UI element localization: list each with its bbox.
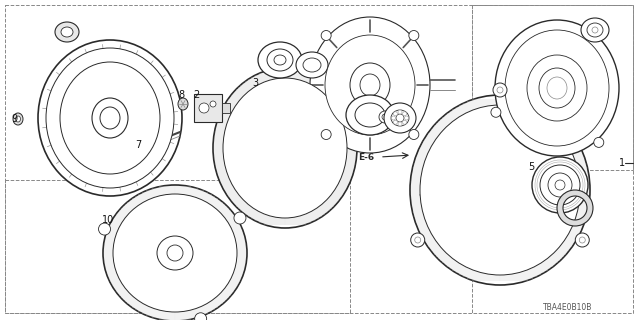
Ellipse shape — [38, 40, 182, 196]
Text: 1: 1 — [619, 158, 625, 168]
Ellipse shape — [384, 103, 416, 133]
Ellipse shape — [350, 63, 390, 107]
Ellipse shape — [99, 223, 111, 235]
Ellipse shape — [56, 140, 69, 156]
Ellipse shape — [321, 130, 331, 140]
Text: TBA4E0B10B: TBA4E0B10B — [543, 302, 593, 311]
Ellipse shape — [575, 233, 589, 247]
Bar — [194, 94, 222, 122]
Text: 10: 10 — [102, 215, 114, 225]
Text: 4: 4 — [364, 103, 370, 113]
Ellipse shape — [92, 98, 128, 138]
Ellipse shape — [398, 110, 402, 114]
Ellipse shape — [527, 55, 587, 121]
Ellipse shape — [346, 95, 394, 135]
Ellipse shape — [411, 233, 425, 247]
Ellipse shape — [56, 80, 69, 96]
Text: 6: 6 — [555, 180, 561, 190]
Text: 2: 2 — [193, 90, 199, 100]
Ellipse shape — [258, 42, 302, 78]
Ellipse shape — [587, 23, 603, 37]
Ellipse shape — [113, 194, 237, 312]
Ellipse shape — [547, 77, 567, 99]
Ellipse shape — [491, 107, 501, 117]
Ellipse shape — [404, 116, 408, 120]
Ellipse shape — [100, 107, 120, 129]
Ellipse shape — [61, 27, 73, 37]
Ellipse shape — [321, 30, 331, 41]
Ellipse shape — [360, 74, 380, 96]
Ellipse shape — [234, 212, 246, 224]
Text: 3: 3 — [252, 78, 258, 88]
Ellipse shape — [497, 87, 503, 93]
Ellipse shape — [325, 35, 415, 135]
Bar — [222, 103, 230, 113]
Ellipse shape — [392, 116, 396, 120]
Ellipse shape — [493, 83, 507, 97]
Ellipse shape — [55, 22, 79, 42]
Ellipse shape — [505, 30, 609, 146]
Ellipse shape — [495, 20, 619, 156]
Ellipse shape — [548, 173, 572, 197]
Ellipse shape — [581, 18, 609, 42]
Ellipse shape — [178, 98, 188, 110]
Ellipse shape — [195, 313, 207, 320]
Ellipse shape — [420, 105, 580, 275]
Ellipse shape — [199, 103, 209, 113]
Ellipse shape — [60, 62, 160, 174]
Ellipse shape — [540, 165, 580, 205]
Ellipse shape — [394, 120, 397, 124]
Ellipse shape — [391, 110, 409, 126]
Text: 7: 7 — [135, 140, 141, 150]
Ellipse shape — [592, 27, 598, 33]
Ellipse shape — [103, 185, 247, 320]
Ellipse shape — [267, 49, 293, 71]
Ellipse shape — [150, 140, 164, 156]
Bar — [472, 5, 633, 170]
Ellipse shape — [579, 237, 585, 243]
Ellipse shape — [379, 111, 391, 123]
Ellipse shape — [210, 101, 216, 107]
Ellipse shape — [403, 120, 406, 124]
Bar — [5, 180, 350, 313]
Ellipse shape — [310, 17, 430, 153]
Ellipse shape — [157, 236, 193, 270]
Ellipse shape — [274, 55, 286, 65]
Ellipse shape — [396, 114, 404, 122]
Ellipse shape — [403, 112, 406, 116]
Wedge shape — [557, 190, 593, 226]
Ellipse shape — [398, 122, 402, 126]
Ellipse shape — [555, 180, 565, 190]
Ellipse shape — [150, 80, 164, 96]
Text: 9: 9 — [11, 114, 17, 124]
Ellipse shape — [532, 157, 588, 213]
Ellipse shape — [213, 68, 357, 228]
Ellipse shape — [382, 114, 388, 120]
Ellipse shape — [394, 112, 397, 116]
Ellipse shape — [296, 52, 328, 78]
Ellipse shape — [415, 237, 420, 243]
Ellipse shape — [355, 103, 385, 127]
Ellipse shape — [410, 95, 590, 285]
Ellipse shape — [539, 68, 575, 108]
Text: 5: 5 — [528, 162, 534, 172]
Ellipse shape — [46, 48, 174, 188]
Ellipse shape — [303, 58, 321, 72]
Text: E-6: E-6 — [358, 153, 374, 162]
Text: 8: 8 — [178, 90, 184, 100]
Ellipse shape — [167, 245, 183, 261]
Ellipse shape — [409, 130, 419, 140]
Ellipse shape — [15, 116, 20, 122]
Ellipse shape — [594, 137, 604, 148]
Ellipse shape — [409, 30, 419, 41]
Ellipse shape — [223, 78, 347, 218]
Ellipse shape — [13, 113, 23, 125]
Ellipse shape — [103, 158, 111, 168]
